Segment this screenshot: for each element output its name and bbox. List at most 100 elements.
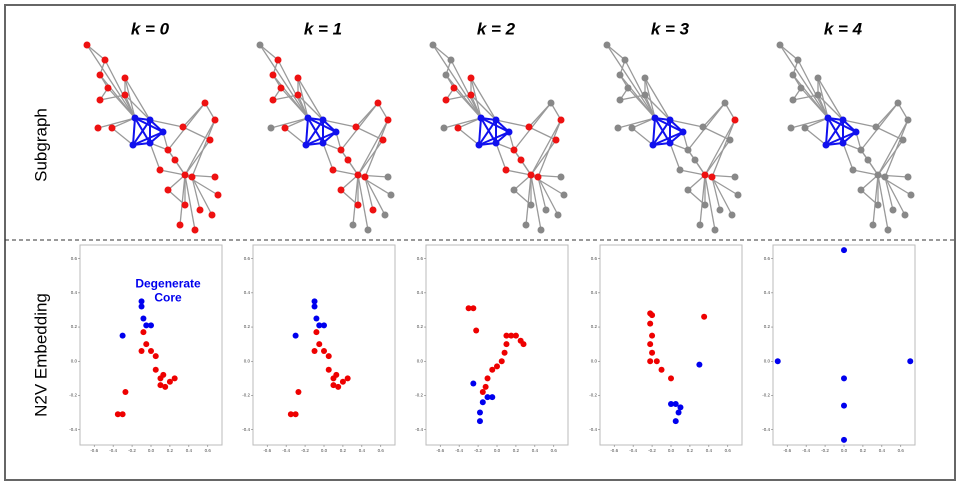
point (489, 366, 496, 373)
graph-edge (872, 174, 879, 226)
graph-edge (111, 127, 134, 146)
y-tick-label: -0.2 (69, 393, 77, 398)
point (311, 303, 318, 310)
y-tick-label: 0.4 (417, 290, 424, 295)
point (171, 375, 178, 382)
graph-edge (167, 189, 186, 206)
x-tick-label: 0.4 (186, 448, 193, 453)
graph-edge (652, 131, 684, 146)
graph-edge (111, 117, 136, 129)
graph-edge (167, 174, 186, 191)
graph-node (381, 211, 389, 219)
graph-edge (357, 139, 384, 176)
point (647, 320, 654, 327)
graph-node (267, 124, 275, 132)
x-tick-label: -0.6 (610, 448, 618, 453)
point (140, 329, 147, 336)
graph-edge (124, 94, 151, 121)
graph-node (467, 91, 475, 99)
graph-edge (617, 117, 656, 129)
graph-edge (711, 119, 736, 178)
graph-edge (270, 117, 309, 129)
graph-node (721, 99, 729, 107)
graph-edge (132, 131, 164, 146)
panel-title: k = 3 (651, 19, 690, 38)
graph-node (121, 74, 129, 82)
point (335, 383, 342, 390)
point (484, 394, 491, 401)
graph-edge (357, 174, 369, 231)
graph-edge (478, 131, 510, 146)
graph-node (874, 171, 882, 179)
graph-edge (860, 189, 879, 206)
x-tick-label: 0.0 (321, 448, 328, 453)
graph-node (171, 156, 179, 164)
graph-node (188, 173, 196, 181)
point (140, 315, 147, 322)
point (148, 347, 154, 354)
y-tick-label: -0.4 (415, 427, 423, 432)
graph-edge (644, 77, 671, 121)
graph-node (349, 221, 357, 229)
x-tick-label: -0.4 (282, 448, 290, 453)
graph-node (146, 116, 154, 124)
graph-edge (606, 44, 626, 61)
graph-node (614, 124, 622, 132)
graph-node (146, 139, 154, 147)
graph-edge (842, 142, 854, 171)
graph-edge (184, 139, 211, 176)
x-tick-label: -0.2 (648, 448, 656, 453)
graph-edge (513, 102, 552, 151)
graph-edge (305, 131, 337, 146)
graph-node (281, 124, 289, 132)
graph-node (731, 173, 739, 181)
graph-node (442, 96, 450, 104)
graph-edge (817, 94, 844, 121)
graph-node (699, 123, 707, 131)
point (501, 349, 508, 356)
graph-node (164, 186, 172, 194)
graph-node (527, 171, 535, 179)
frame (4, 4, 956, 481)
graph-node (696, 221, 704, 229)
graph-node (789, 96, 797, 104)
row-label: N2V Embedding (31, 293, 50, 417)
x-tick-label: -0.4 (109, 448, 117, 453)
graph-edge (432, 44, 452, 61)
graph-node (616, 96, 624, 104)
y-tick-label: 0.6 (417, 256, 424, 261)
point (325, 353, 332, 360)
graph-node (387, 191, 395, 199)
graph-node (857, 146, 865, 154)
graph-edge (443, 117, 482, 129)
x-tick-label: 0.2 (167, 448, 174, 453)
graph-edge (505, 169, 532, 176)
point (677, 404, 684, 411)
graph-edge (804, 117, 829, 129)
y-tick-label: 0.2 (764, 324, 771, 329)
graph-edge (699, 174, 706, 226)
point (313, 329, 320, 336)
graph-node (527, 201, 535, 209)
graph-edge (619, 94, 646, 101)
y-tick-label: 0.4 (591, 290, 598, 295)
graph-node (354, 171, 362, 179)
point (157, 382, 164, 389)
graph-edge (340, 174, 359, 191)
graph-node (666, 139, 674, 147)
graph-edge (124, 77, 151, 121)
x-tick-label: 0.0 (668, 448, 675, 453)
graph-edge (104, 59, 136, 119)
graph-node (104, 84, 112, 92)
x-tick-label: 0.0 (494, 448, 501, 453)
x-tick-label: -0.4 (629, 448, 637, 453)
panel-title: k = 1 (304, 19, 342, 38)
graph-edge (284, 117, 309, 129)
y-tick-label: 0.4 (244, 290, 251, 295)
graph-edge (525, 174, 532, 226)
graph-node (131, 114, 139, 122)
point (325, 366, 332, 373)
graph-node (294, 74, 302, 82)
graph-edge (340, 189, 359, 206)
graph-node (337, 146, 345, 154)
